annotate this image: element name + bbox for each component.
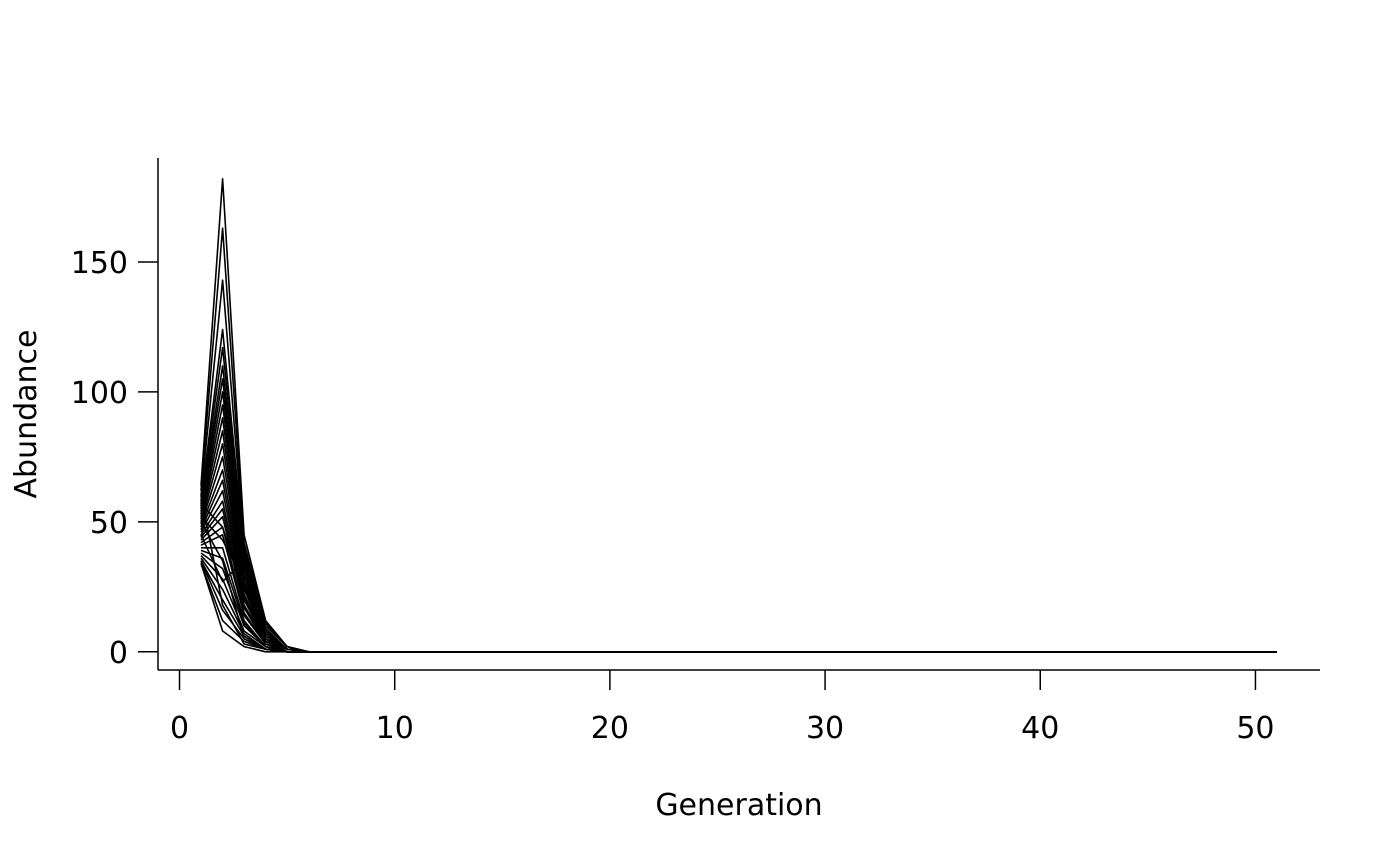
series-line-13 (200, 456, 1277, 653)
y-tick-label: 100 (71, 376, 128, 411)
series-line-35 (200, 503, 1277, 653)
axes (157, 158, 1320, 671)
series-line-7 (200, 378, 1277, 653)
series-line-11 (200, 430, 1277, 653)
series-line-31 (200, 534, 1277, 653)
series-line-9 (200, 404, 1277, 653)
series-line-30 (200, 563, 1277, 653)
series-line-28 (200, 560, 1277, 653)
series-line-14 (200, 469, 1277, 653)
x-tick-label: 50 (1236, 711, 1274, 746)
series-line-5 (200, 346, 1277, 653)
series-line-33 (200, 521, 1277, 653)
series-line-20 (200, 526, 1277, 653)
series-line-32 (200, 516, 1277, 653)
series-line-19 (200, 515, 1277, 653)
series-line-15 (200, 479, 1277, 653)
y-axis-title: Abundance (9, 330, 44, 499)
series-line-29 (200, 563, 1277, 653)
x-tick-label: 20 (591, 711, 629, 746)
y-axis-ticks: 0 50 100 150 (71, 246, 158, 671)
y-tick-label: 0 (109, 636, 128, 671)
series-line-26 (200, 557, 1277, 653)
series-line-25 (200, 555, 1277, 653)
y-tick-label: 150 (71, 246, 128, 281)
series-line-16 (200, 489, 1277, 653)
series-line-4 (200, 328, 1277, 653)
x-tick-label: 0 (170, 711, 189, 746)
series-line-3 (200, 279, 1277, 653)
series-line-6 (200, 365, 1277, 653)
x-tick-label: 10 (376, 711, 414, 746)
series-line-17 (200, 500, 1277, 653)
series-line-10 (200, 417, 1277, 653)
series-line-1 (200, 178, 1277, 653)
series-line-8 (200, 391, 1277, 653)
series-line-21 (200, 534, 1277, 653)
series-line-23 (200, 549, 1277, 653)
series-line-22 (201, 546, 1277, 653)
series-lines (200, 178, 1277, 653)
series-line-2 (200, 227, 1277, 653)
x-axis-title: Generation (655, 788, 822, 823)
y-tick-label: 50 (90, 506, 128, 541)
x-tick-label: 30 (806, 711, 844, 746)
series-line-18 (200, 508, 1277, 653)
series-line-34 (200, 495, 1277, 653)
series-line-24 (200, 552, 1277, 653)
series-line-12 (200, 443, 1277, 653)
x-tick-label: 40 (1021, 711, 1059, 746)
series-line-27 (200, 560, 1277, 653)
x-axis-ticks: 0 10 20 30 40 50 (170, 670, 1275, 746)
